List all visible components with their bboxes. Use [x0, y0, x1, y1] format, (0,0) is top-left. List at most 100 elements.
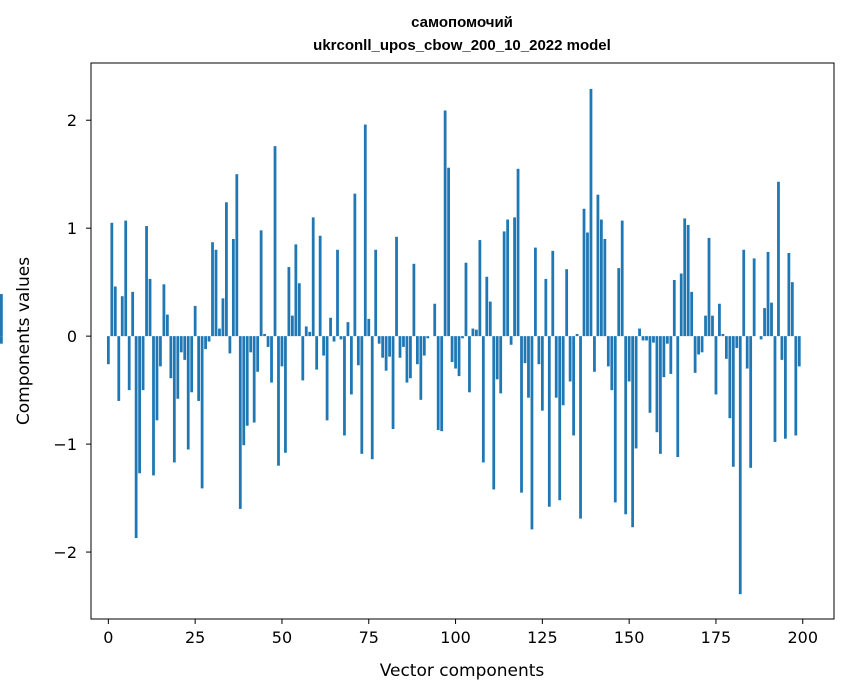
bar — [520, 336, 523, 493]
bar — [759, 336, 763, 340]
bar — [284, 336, 287, 453]
bar — [763, 308, 766, 337]
bar — [784, 336, 787, 439]
bar — [735, 336, 739, 349]
bar — [780, 336, 784, 360]
bar — [318, 235, 322, 337]
bar — [242, 336, 246, 446]
bar — [648, 336, 652, 413]
bar — [679, 273, 683, 337]
bar — [606, 336, 610, 367]
bar — [280, 336, 284, 367]
bar — [138, 336, 141, 474]
bar — [221, 298, 225, 337]
bar — [440, 336, 444, 432]
bar — [558, 336, 562, 501]
bar — [624, 336, 628, 515]
bar — [412, 263, 416, 337]
bar — [711, 315, 714, 337]
bar — [252, 336, 256, 423]
bar — [162, 284, 166, 337]
bar — [738, 336, 742, 595]
bar — [454, 336, 457, 369]
bar — [495, 336, 499, 380]
bar — [259, 230, 263, 337]
bar — [0, 294, 3, 337]
bar — [659, 336, 662, 454]
bar — [179, 336, 183, 353]
bar — [381, 336, 385, 358]
bar — [652, 336, 655, 343]
bar — [790, 282, 794, 337]
x-axis-ticks: 0 25 50 75 100 125 150 175 200 — [103, 619, 818, 647]
bar — [436, 336, 440, 431]
bar — [124, 220, 128, 337]
bar — [721, 333, 725, 337]
bar — [742, 249, 746, 337]
bar — [568, 336, 572, 382]
x-tick-label: 150 — [614, 628, 645, 647]
bar — [551, 250, 555, 337]
bar — [148, 278, 152, 337]
bar — [777, 181, 780, 337]
bar — [134, 336, 138, 539]
bar — [367, 318, 371, 337]
bar — [745, 336, 749, 369]
bar — [190, 336, 194, 393]
bar — [516, 168, 520, 337]
bar — [766, 251, 770, 337]
bar — [530, 336, 534, 530]
bar — [322, 336, 326, 356]
bar — [447, 167, 450, 337]
bar — [422, 336, 426, 356]
bar — [207, 336, 211, 342]
bar — [523, 336, 527, 364]
bar — [714, 336, 718, 395]
bar — [582, 208, 586, 337]
bar — [770, 302, 773, 337]
bar — [165, 314, 169, 337]
bar — [631, 336, 635, 528]
bar — [461, 336, 464, 339]
bar — [572, 336, 575, 436]
bar — [433, 303, 437, 337]
bar — [398, 336, 402, 358]
bar — [540, 336, 544, 411]
bar — [662, 336, 666, 378]
bar — [728, 336, 732, 419]
bar — [794, 336, 798, 436]
bar — [356, 336, 360, 366]
bar — [426, 336, 430, 339]
x-tick-label: 175 — [701, 628, 732, 647]
bar — [263, 333, 266, 337]
bar — [297, 283, 301, 337]
bar — [773, 336, 777, 442]
bar — [752, 258, 756, 337]
x-tick-label: 75 — [359, 628, 379, 647]
bar — [360, 336, 364, 454]
bar — [315, 336, 319, 370]
bar — [301, 336, 305, 381]
plot-frame — [90, 62, 835, 620]
bar — [492, 336, 496, 490]
bar — [197, 336, 201, 401]
bar — [145, 226, 148, 337]
bar — [343, 336, 346, 436]
bar — [228, 336, 232, 354]
bar — [377, 336, 381, 344]
bar — [506, 219, 510, 337]
bar — [249, 336, 253, 353]
bar — [599, 219, 603, 337]
bar — [669, 336, 673, 374]
bar — [655, 336, 659, 433]
bar — [475, 329, 478, 337]
bar — [513, 217, 516, 337]
bar — [106, 336, 110, 365]
bar — [724, 336, 728, 359]
bar — [231, 238, 235, 337]
y-tick-label: −1 — [53, 435, 77, 454]
bar — [287, 267, 291, 337]
bar — [113, 286, 117, 337]
bar — [186, 336, 190, 450]
